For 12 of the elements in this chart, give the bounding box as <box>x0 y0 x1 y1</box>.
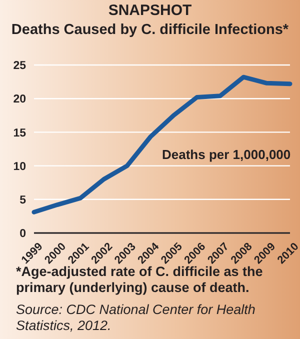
text: *Age-adjusted rate of C. difficile as the primary (underlying) cause of death. <box>16 264 264 296</box>
y-tick-label: 10 <box>13 160 26 173</box>
y-tick-label: 25 <box>13 60 27 72</box>
series-label: Deaths per 1,000,000 <box>162 147 291 162</box>
y-tick-label: 20 <box>13 94 26 106</box>
chart-title: SNAPSHOT <box>107 2 193 19</box>
line-series <box>32 74 292 214</box>
y-tick-label: 15 <box>13 127 27 140</box>
y-tick-label: 5 <box>20 194 27 206</box>
chart-subtitle: Deaths Caused by C. difficile Infections* <box>10 22 290 38</box>
source-note: Source: CDC National Center for Health Statistics, 2012. <box>16 302 256 334</box>
y-tick-label: 0 <box>20 228 26 240</box>
